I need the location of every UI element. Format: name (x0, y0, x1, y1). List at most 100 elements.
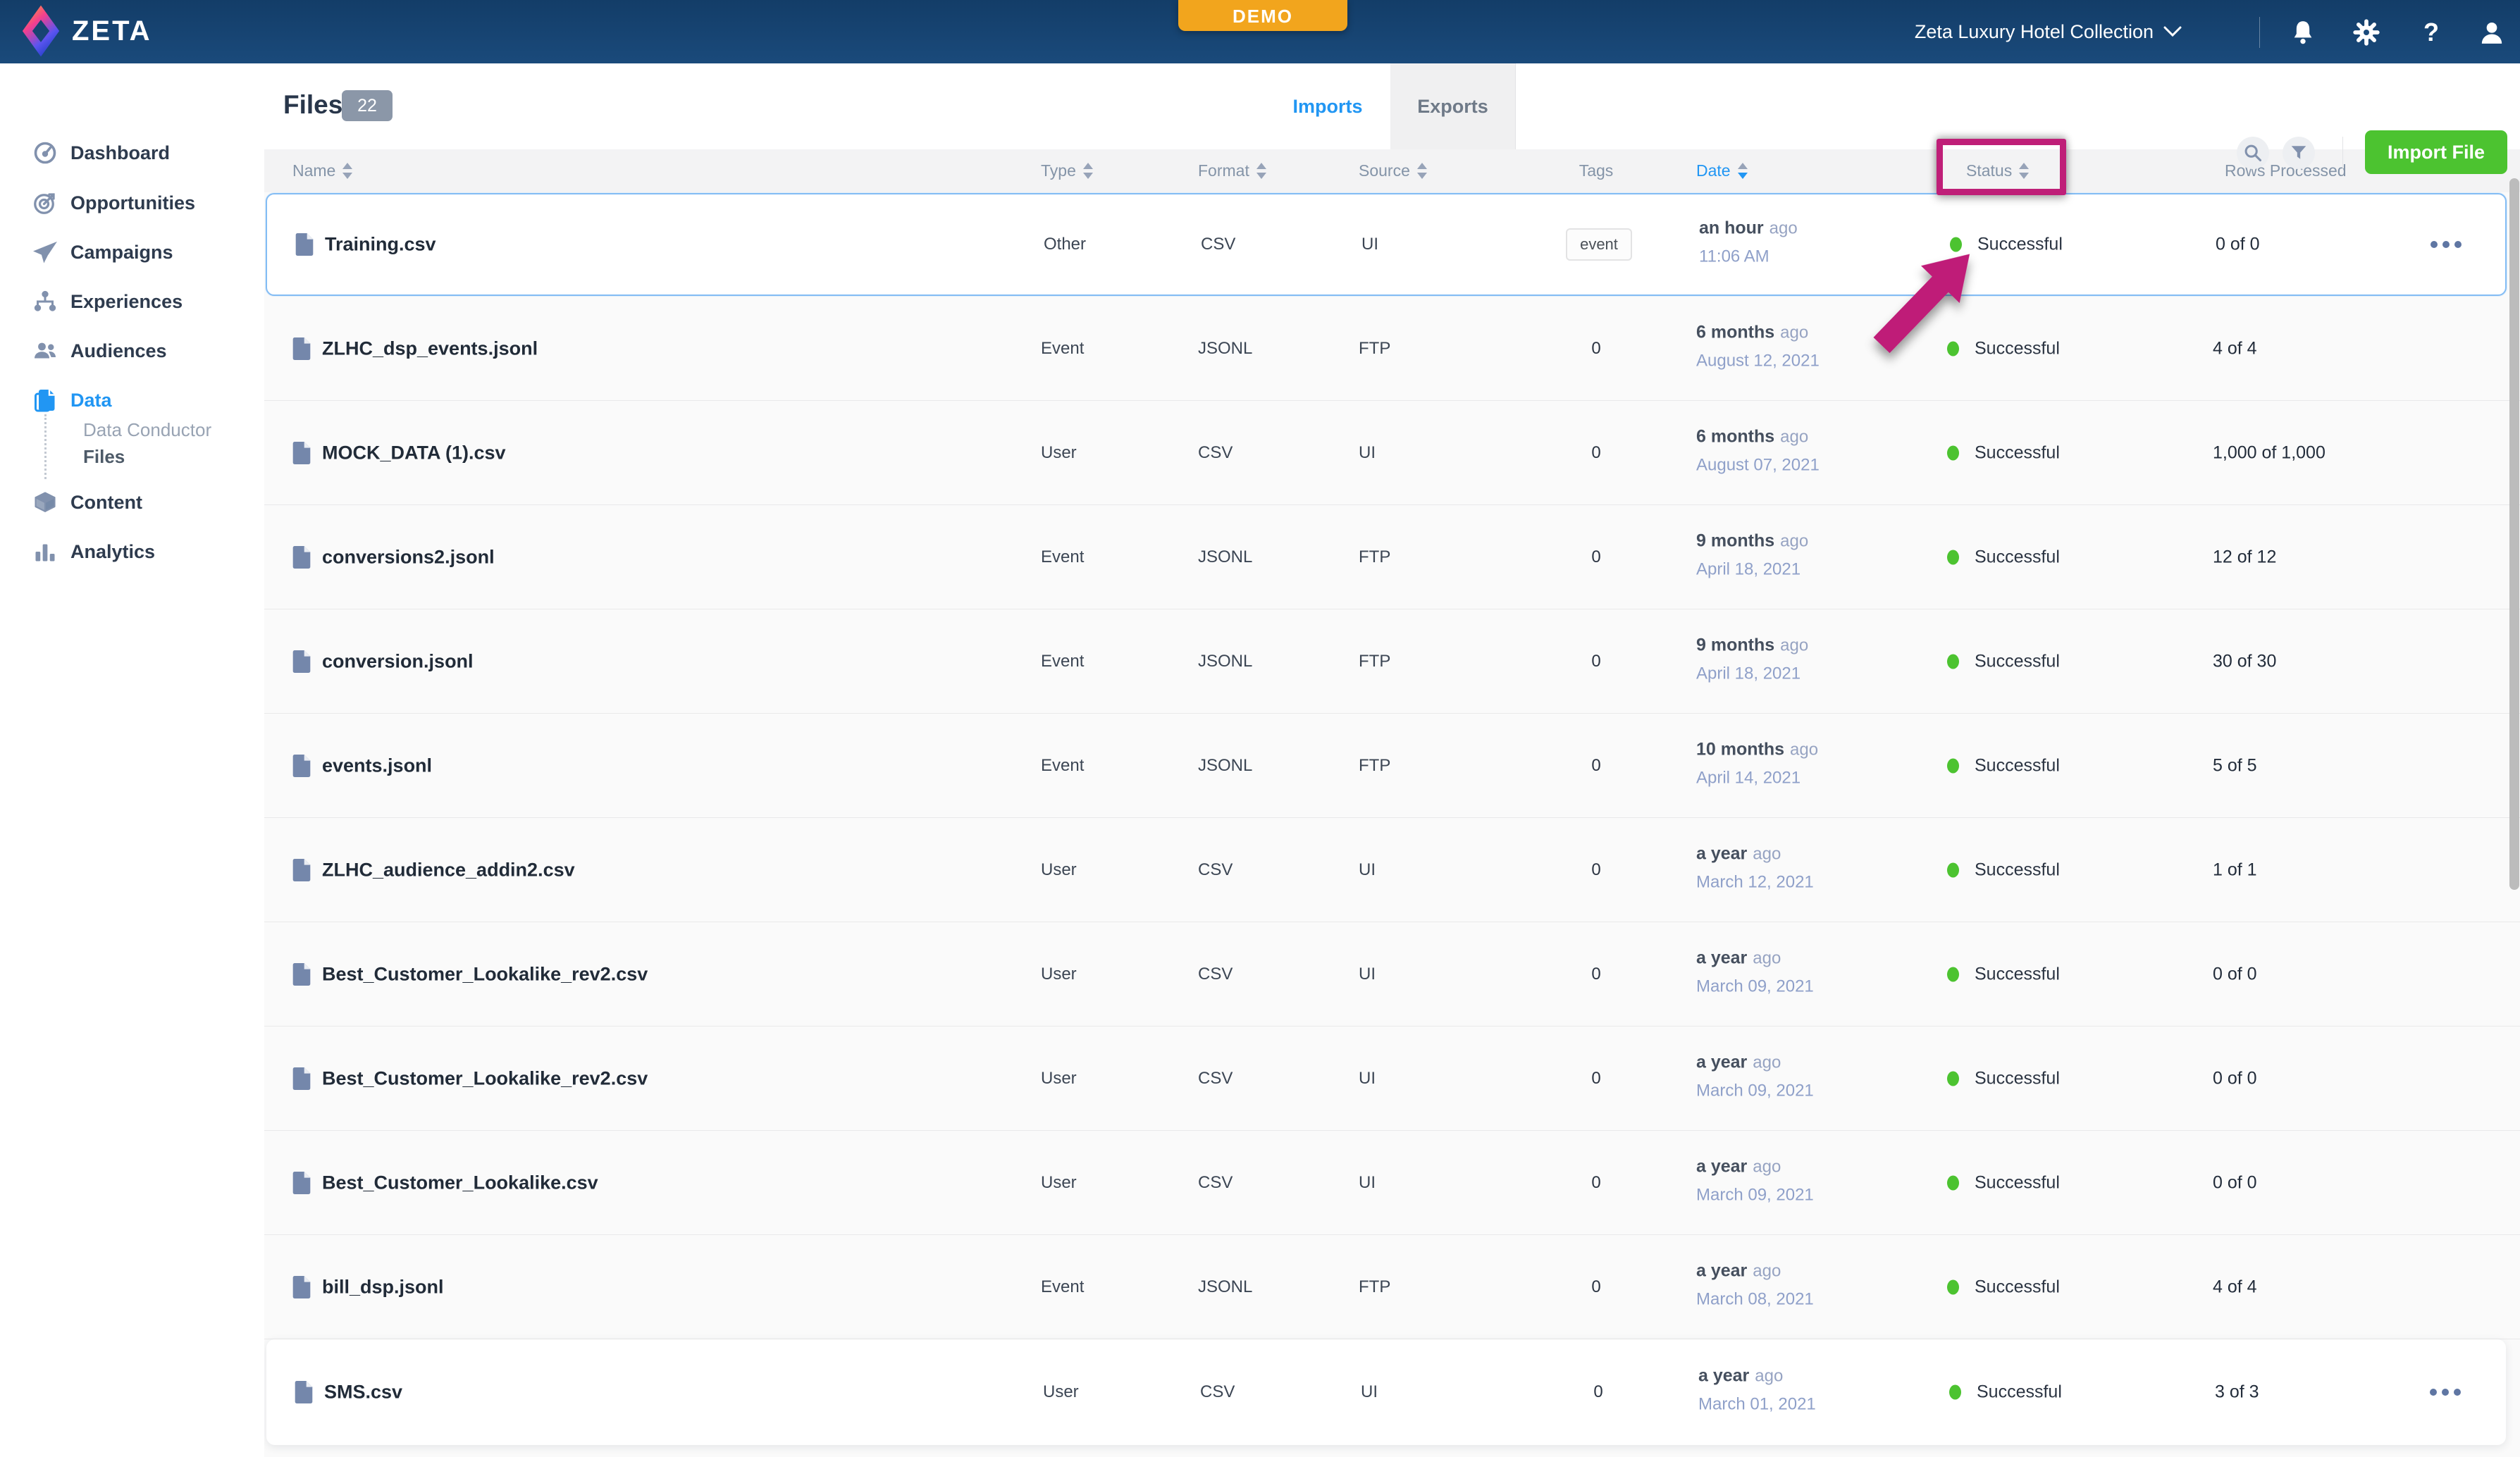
column-header-format[interactable]: Format (1198, 149, 1266, 192)
sidebar-item-data-conductor[interactable]: Data Conductor (83, 419, 212, 440)
status-label: Successful (1975, 442, 2060, 462)
column-header-type[interactable]: Type (1041, 149, 1093, 192)
table-row[interactable]: ZLHC_dsp_events.jsonl Event JSONL FTP 0 … (264, 297, 2520, 401)
status-label: Successful (1975, 860, 2060, 879)
sort-icon (1416, 163, 1427, 179)
file-name[interactable]: bill_dsp.jsonl (322, 1276, 444, 1297)
table-row[interactable]: MOCK_DATA (1).csv User CSV UI 0 6 months… (264, 401, 2520, 505)
status-label: Successful (1977, 1382, 2062, 1402)
status-label: Successful (1975, 547, 2060, 566)
file-type: User (1041, 1068, 1077, 1088)
tab-exports[interactable]: Exports (1390, 63, 1516, 149)
file-name[interactable]: SMS.csv (324, 1381, 403, 1403)
file-name[interactable]: Training.csv (325, 233, 436, 255)
file-type: Event (1041, 338, 1085, 358)
row-menu-button[interactable] (2423, 234, 2469, 255)
status-dot (1947, 654, 1959, 669)
file-tags: 0 (1591, 1172, 1601, 1192)
file-source: UI (1359, 1068, 1376, 1088)
topbar-divider (2259, 17, 2260, 48)
sidebar-item-opportunities[interactable]: Opportunities (0, 187, 264, 218)
sidebar-item-files[interactable]: Files (83, 446, 125, 467)
rows-processed: 4 of 4 (2213, 338, 2257, 358)
file-name[interactable]: Best_Customer_Lookalike_rev2.csv (322, 1067, 648, 1089)
file-name[interactable]: Best_Customer_Lookalike_rev2.csv (322, 963, 648, 984)
file-tags: 0 (1591, 547, 1601, 566)
file-name[interactable]: ZLHC_audience_addin2.csv (322, 859, 575, 880)
file-type: User (1041, 860, 1077, 879)
table-row[interactable]: Training.csv Other CSV UI event an hour a… (266, 193, 2507, 296)
status-dot (1947, 445, 1959, 460)
column-header-date[interactable]: Date (1696, 149, 1748, 192)
file-source: FTP (1359, 755, 1391, 775)
table-row[interactable]: SMS.csv User CSV UI 0 a year ago March 01… (266, 1339, 2506, 1445)
sort-icon (342, 163, 353, 179)
account-icon[interactable] (2478, 18, 2506, 46)
file-icon (292, 962, 311, 986)
file-name[interactable]: events.jsonl (322, 755, 433, 776)
status-dot (1947, 550, 1959, 564)
file-source: FTP (1359, 338, 1391, 358)
sidebar-item-data[interactable]: Data (0, 385, 264, 416)
search-button[interactable] (2237, 137, 2269, 169)
file-name[interactable]: Best_Customer_Lookalike.csv (322, 1172, 598, 1193)
file-source: FTP (1359, 547, 1391, 566)
file-name[interactable]: conversion.jsonl (322, 650, 474, 671)
file-format: CSV (1198, 964, 1233, 984)
file-name[interactable]: conversions2.jsonl (322, 546, 495, 567)
files-count-badge: 22 (342, 90, 393, 121)
sidebar-item-dashboard[interactable]: Dashboard (0, 137, 264, 168)
file-type: Event (1041, 547, 1085, 566)
vertical-scrollbar[interactable] (2509, 178, 2519, 890)
column-header-source[interactable]: Source (1359, 149, 1427, 192)
column-header-name[interactable]: Name (292, 149, 353, 192)
status-dot (1949, 1384, 1961, 1400)
sidebar-item-campaigns[interactable]: Campaigns (0, 237, 264, 268)
file-status: Successful (1947, 1172, 2060, 1193)
file-icon (292, 441, 311, 464)
filter-button[interactable] (2283, 137, 2315, 169)
filter-icon (2291, 146, 2306, 159)
sidebar-item-content[interactable]: Content (0, 487, 264, 518)
settings-icon[interactable] (2352, 18, 2380, 46)
status-dot (1947, 967, 1959, 981)
status-dot (1950, 237, 1962, 252)
page-title: Files (283, 90, 343, 119)
file-format: JSONL (1198, 1277, 1253, 1296)
table-row[interactable]: bill_dsp.jsonl Event JSONL FTP 0 a year a… (264, 1235, 2520, 1339)
zeta-logo[interactable]: ZETA (21, 4, 152, 58)
file-type: Event (1041, 651, 1085, 671)
file-format: CSV (1198, 442, 1233, 462)
column-header-status[interactable]: Status (1966, 149, 2030, 192)
table-row[interactable]: events.jsonl Event JSONL FTP 0 10 months… (264, 714, 2520, 818)
help-icon[interactable]: ? (2423, 18, 2439, 46)
file-status: Successful (1949, 1382, 2062, 1403)
table-row[interactable]: conversions2.jsonl Event JSONL FTP 0 9 m… (264, 505, 2520, 609)
account-switcher[interactable]: Zeta Luxury Hotel Collection (1915, 0, 2182, 63)
table-row[interactable]: Best_Customer_Lookalike_rev2.csv User CS… (264, 1027, 2520, 1131)
table-row[interactable]: Best_Customer_Lookalike.csv User CSV UI … (264, 1131, 2520, 1235)
brand-name: ZETA (72, 15, 152, 46)
tab-imports[interactable]: Imports (1265, 63, 1390, 149)
status-dot (1947, 341, 1959, 356)
experiences-icon (32, 289, 58, 314)
file-tags: 0 (1591, 755, 1601, 775)
sidebar-item-experiences[interactable]: Experiences (0, 286, 264, 317)
sort-icon (1256, 163, 1266, 179)
file-tags: 0 (1593, 1382, 1603, 1401)
status-label: Successful (1975, 1172, 2060, 1192)
sidebar-item-audiences[interactable]: Audiences (0, 335, 264, 366)
table-row[interactable]: conversion.jsonl Event JSONL FTP 0 9 mon… (264, 609, 2520, 714)
notifications-icon[interactable] (2289, 18, 2317, 46)
import-file-button[interactable]: Import File (2365, 130, 2507, 174)
table-row[interactable]: Best_Customer_Lookalike_rev2.csv User CS… (264, 922, 2520, 1027)
file-name[interactable]: ZLHC_dsp_events.jsonl (322, 337, 538, 359)
file-source: UI (1359, 860, 1376, 879)
row-menu-button[interactable] (2423, 1382, 2468, 1403)
file-name[interactable]: MOCK_DATA (1).csv (322, 442, 506, 463)
rows-processed: 12 of 12 (2213, 547, 2277, 566)
rows-processed: 4 of 4 (2213, 1277, 2257, 1296)
sidebar-item-analytics[interactable]: Analytics (0, 536, 264, 567)
status-dot (1947, 758, 1959, 773)
table-row[interactable]: ZLHC_audience_addin2.csv User CSV UI 0 a… (264, 818, 2520, 922)
